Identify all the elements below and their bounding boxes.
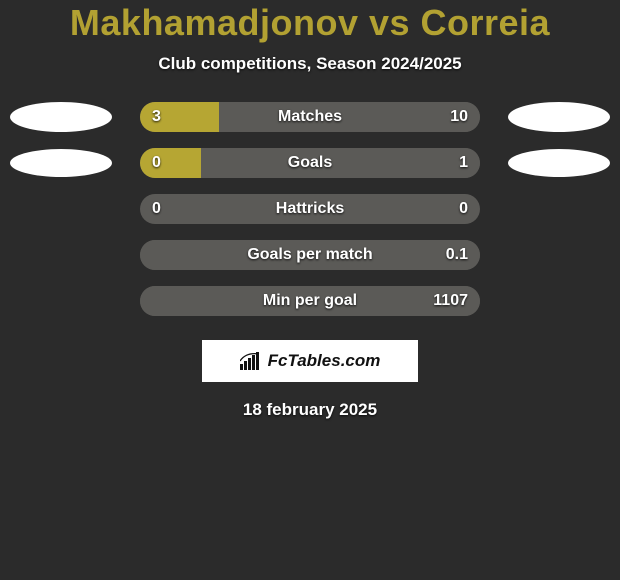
stat-value-right: 0.1 xyxy=(446,246,468,264)
player-left-ellipse xyxy=(10,149,112,177)
player-right-ellipse xyxy=(508,102,610,132)
stat-bar: Matches 3 10 xyxy=(140,102,480,132)
stat-bar: Goals per match 0.1 xyxy=(140,240,480,270)
player-right-ellipse xyxy=(508,149,610,177)
bar-left-fill xyxy=(140,148,201,178)
stat-label: Goals xyxy=(288,154,332,172)
bar-right-fill xyxy=(201,148,480,178)
brand-text: FcTables.com xyxy=(268,351,381,371)
stat-value-right: 0 xyxy=(459,200,468,218)
stat-value-right: 10 xyxy=(450,108,468,126)
date-label: 18 february 2025 xyxy=(243,400,377,420)
stat-label: Min per goal xyxy=(263,292,357,310)
brand-box: FcTables.com xyxy=(202,340,418,382)
stat-value-left: 3 xyxy=(152,108,161,126)
bar-chart-icon xyxy=(240,352,262,370)
stat-row: Matches 3 10 xyxy=(0,102,620,132)
stat-label: Matches xyxy=(278,108,342,126)
stat-bar: Min per goal 1107 xyxy=(140,286,480,316)
stats-rows: Matches 3 10 Goals 0 1 Hattricks 0 0 Goals per ma… xyxy=(0,102,620,316)
stat-value-left: 0 xyxy=(152,200,161,218)
stat-value-left: 0 xyxy=(152,154,161,172)
bar-right-fill xyxy=(219,102,480,132)
subtitle: Club competitions, Season 2024/2025 xyxy=(158,54,461,74)
stat-bar: Hattricks 0 0 xyxy=(140,194,480,224)
stat-row: Min per goal 1107 xyxy=(0,286,620,316)
stat-row: Goals 0 1 xyxy=(0,148,620,178)
stat-label: Hattricks xyxy=(276,200,344,218)
stat-value-right: 1107 xyxy=(433,292,468,310)
stat-row: Hattricks 0 0 xyxy=(0,194,620,224)
player-left-ellipse xyxy=(10,102,112,132)
stat-row: Goals per match 0.1 xyxy=(0,240,620,270)
page-title: Makhamadjonov vs Correia xyxy=(70,2,550,44)
stat-bar: Goals 0 1 xyxy=(140,148,480,178)
comparison-card: Makhamadjonov vs Correia Club competitio… xyxy=(0,0,620,420)
stat-value-right: 1 xyxy=(459,154,468,172)
stat-label: Goals per match xyxy=(247,246,372,264)
